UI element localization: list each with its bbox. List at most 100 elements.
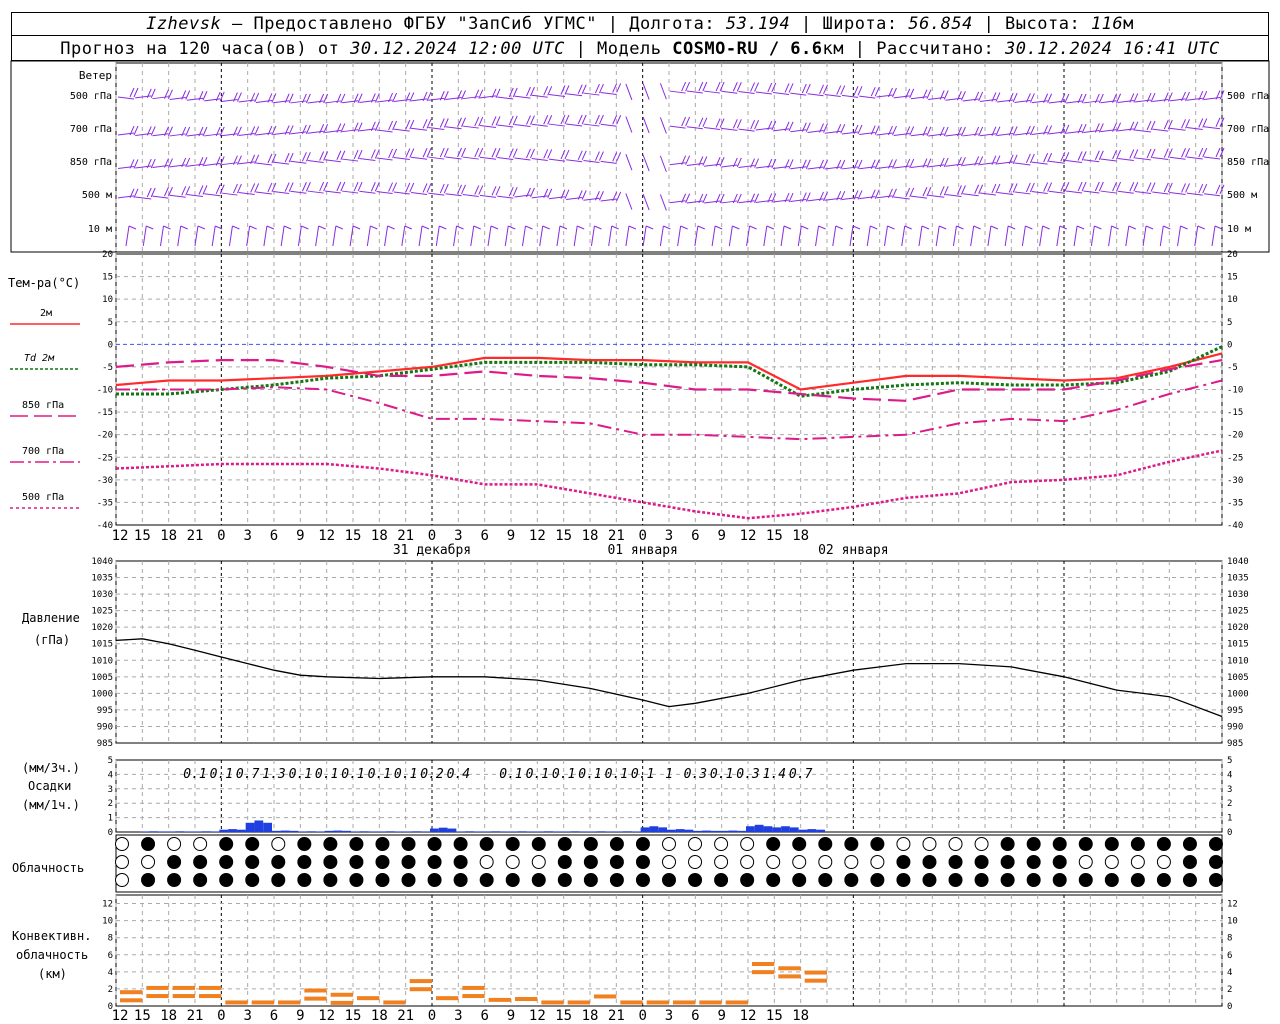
wind-barb-flag	[1129, 93, 1135, 103]
wind-barb-flag	[905, 126, 911, 136]
wind-barb	[738, 165, 755, 169]
wind-barb-flag	[1077, 124, 1083, 134]
wind-barb-flag	[1215, 90, 1221, 100]
wind-barb-flag	[1185, 119, 1190, 129]
conv-bar	[146, 985, 169, 990]
wind-barb-flag	[909, 158, 915, 169]
wind-barb-flag	[495, 186, 501, 196]
wind-barb-flag	[853, 124, 859, 135]
wind-barb	[462, 156, 479, 160]
wind-barb	[669, 162, 686, 166]
wind-barb-flag	[457, 117, 462, 127]
wind-barb-flag	[185, 157, 191, 168]
wind-barb-flag	[392, 120, 398, 131]
wind-barb	[152, 96, 169, 100]
wind-barb	[428, 127, 445, 130]
wind-barb	[1014, 191, 1031, 195]
wind-barb-flag	[560, 114, 566, 125]
conv-title-2: облачность	[16, 948, 88, 962]
precip-bar	[816, 829, 825, 832]
wind-barb	[332, 225, 337, 247]
wind-barb	[169, 96, 186, 100]
wind-barb	[324, 190, 341, 194]
wind-barb-flag	[526, 148, 531, 159]
temp-tick-left: 15	[102, 273, 113, 283]
wind-barb	[393, 99, 410, 103]
wind-barb-flag	[1185, 91, 1190, 102]
temp-tick-right: -40	[1227, 521, 1243, 531]
wind-barb	[359, 128, 376, 132]
conv-tick-left: 10	[102, 917, 113, 927]
wind-barb	[1066, 100, 1083, 104]
wind-barb-flag	[219, 126, 225, 137]
conv-bar	[436, 996, 459, 1001]
wind-barb	[893, 196, 910, 200]
wind-barb-flag	[784, 121, 790, 132]
wind-barb-flag	[612, 191, 618, 202]
wind-barb-flag	[236, 155, 242, 165]
wind-barb	[790, 199, 807, 203]
temp-tick-right: 5	[1227, 318, 1232, 328]
wind-barb-flag	[698, 156, 704, 166]
wind-barb-flag	[874, 189, 880, 199]
precip-bar	[140, 831, 150, 832]
temp-tick-left: 20	[102, 250, 113, 260]
wind-barb	[1100, 158, 1117, 162]
station-name: Izhevsk	[146, 14, 222, 34]
wind-barb	[721, 200, 738, 204]
wind-barb-flag	[788, 121, 794, 132]
wind-barb-flag	[181, 90, 187, 100]
wind-barb-flag	[1202, 118, 1208, 128]
wind-barb-flag	[543, 86, 549, 96]
conv-bar	[383, 1000, 406, 1005]
wind-barb-flag	[543, 115, 549, 125]
wind-barb	[1090, 225, 1095, 247]
precip-bar	[228, 829, 237, 832]
wind-barb-flag	[301, 182, 307, 192]
wind-barb-flag	[1202, 183, 1208, 194]
wind-barb-flag	[801, 122, 807, 132]
precip-bar	[280, 830, 290, 832]
wind-barb	[376, 157, 393, 161]
wind-barb-flag	[357, 93, 363, 103]
wind-barb-flag	[1098, 93, 1104, 104]
wind-barb-flag	[1043, 93, 1049, 103]
precip-bar	[526, 831, 536, 832]
cloud-cover-symbol	[1078, 873, 1093, 887]
hour-label-bottom: 9	[507, 1008, 515, 1024]
wind-barb	[859, 196, 876, 200]
wind-barb-flag	[698, 193, 704, 204]
precip-bar	[193, 831, 202, 832]
precip-bar	[456, 831, 466, 832]
wind-barb-flag	[478, 116, 484, 127]
wind-barb-flag	[164, 89, 169, 99]
wind-barb	[659, 194, 667, 211]
cloud-cover-symbol	[870, 873, 885, 887]
wind-barb	[1083, 100, 1100, 104]
wind-barb	[514, 95, 531, 99]
wind-barb	[583, 197, 600, 201]
conv-tick-right: 12	[1227, 900, 1238, 910]
wind-barb-flag	[598, 114, 604, 125]
header-forecast-row: Прогноз на 120 часа(ов) от 30.12.2024 12…	[11, 35, 1269, 61]
wind-barb-flag	[681, 81, 687, 92]
cloud-cover-symbol	[583, 837, 598, 851]
wind-barb-flag	[750, 82, 756, 92]
wind-barb-flag	[1043, 152, 1049, 163]
wind-barb-flag	[426, 183, 432, 193]
conv-tick-left: 12	[102, 900, 113, 910]
wind-barb-flag	[250, 183, 256, 193]
wind-barb-flag	[129, 125, 135, 136]
wind-level-right: 10 м	[1227, 224, 1251, 235]
wind-barb-flag	[547, 188, 553, 199]
wind-barb-flag	[266, 225, 275, 230]
cloud-cover-symbol	[1052, 873, 1067, 887]
wind-barb-flag	[736, 193, 742, 204]
precip-bar	[579, 831, 588, 832]
temp-tick-left: -10	[97, 386, 113, 396]
cloud-cover-symbol	[662, 837, 676, 851]
forecast-label: Прогноз на 120 часа(ов) от	[60, 39, 340, 59]
wind-barb	[221, 99, 238, 103]
cloud-cover-symbol	[1026, 855, 1041, 869]
